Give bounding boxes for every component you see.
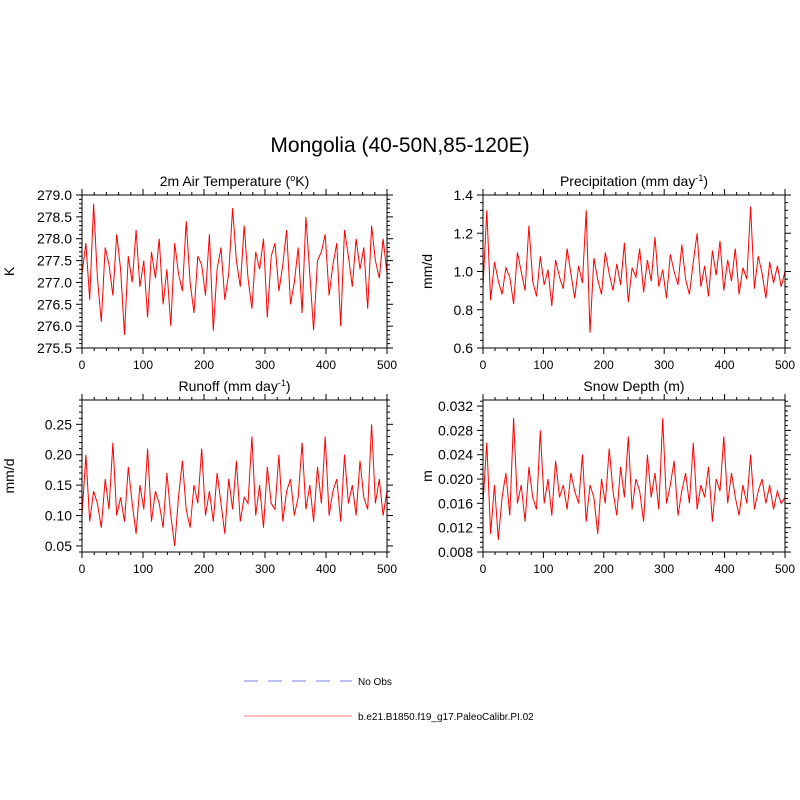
y-tick-label: 279.0: [37, 187, 72, 203]
chart-panels: 0 100 200 300 400 500 275.5 276.0 276.5 277.0 277.…: [1, 173, 795, 576]
title-text: Snow Depth (m): [583, 378, 684, 394]
x-tick-label: 0: [79, 358, 86, 372]
title-text-end: ): [286, 378, 291, 394]
title-superscript: o: [290, 173, 295, 183]
x-tick-label: 300: [255, 358, 275, 372]
y-tick-label: 0.032: [438, 398, 473, 414]
y-tick-label: 1.0: [454, 264, 474, 280]
y-axis-label: mm/d: [419, 254, 435, 289]
x-tick-label: 300: [654, 562, 674, 576]
x-tick-label: 400: [316, 358, 336, 372]
x-tick-label: 500: [377, 562, 397, 576]
subplot-title: 2m Air Temperature (oK): [160, 173, 309, 189]
legend-label: b.e21.B1850.f19_g17.PaleoCalibr.PI.02: [358, 712, 534, 723]
title-superscript: -1: [278, 378, 286, 388]
x-tick-label: 300: [255, 562, 275, 576]
data-series-line: [482, 418, 786, 540]
legend: No Obs b.e21.B1850.f19_g17.PaleoCalibr.PI…: [244, 677, 534, 723]
y-axis-label: m: [419, 470, 435, 482]
y-tick-label: 0.028: [438, 422, 473, 438]
title-text: 2m Air Temperature (: [160, 173, 291, 189]
y-tick-label: 0.016: [438, 495, 473, 511]
x-tick-label: 100: [133, 562, 153, 576]
y-tick-label: 0.20: [45, 447, 72, 463]
y-tick-label: 276.0: [37, 318, 72, 334]
data-series-line: [482, 206, 786, 333]
y-axis-label: K: [1, 266, 17, 276]
data-series-line: [81, 424, 388, 546]
x-tick-label: 300: [654, 358, 674, 372]
y-tick-label: 0.024: [438, 447, 473, 463]
subplot-title: Precipitation (mm day-1): [560, 173, 708, 189]
y-tick-label: 0.25: [45, 416, 72, 432]
y-tick-label: 278.5: [37, 209, 72, 225]
title-text-end: K): [295, 173, 309, 189]
x-tick-label: 500: [775, 562, 795, 576]
x-tick-label: 100: [533, 562, 553, 576]
y-tick-label: 0.8: [454, 302, 474, 318]
x-tick-label: 400: [715, 358, 735, 372]
y-tick-label: 275.5: [37, 340, 72, 356]
y-tick-label: 0.008: [438, 544, 473, 560]
x-tick-label: 400: [715, 562, 735, 576]
title-text-end: ): [703, 173, 708, 189]
y-axis-label: mm/d: [1, 459, 17, 494]
plot-frame: [81, 399, 388, 553]
y-tick-label: 277.5: [37, 253, 72, 269]
y-tick-label: 0.10: [45, 508, 72, 524]
legend-label: No Obs: [358, 677, 392, 688]
x-tick-label: 0: [480, 562, 487, 576]
x-tick-label: 0: [79, 562, 86, 576]
subplot-title: Runoff (mm day-1): [178, 378, 290, 394]
y-tick-label: 276.5: [37, 296, 72, 312]
y-tick-label: 0.020: [438, 471, 473, 487]
y-tick-label: 0.012: [438, 520, 473, 536]
legend-item: No Obs: [244, 677, 392, 688]
plot-frame: [81, 194, 388, 349]
y-tick-label: 0.05: [45, 538, 72, 554]
y-tick-label: 1.2: [454, 225, 474, 241]
x-tick-label: 100: [533, 358, 553, 372]
subplot-title: Snow Depth (m): [583, 378, 684, 394]
x-tick-label: 400: [316, 562, 336, 576]
chart-panel-2: 0 100 200 300 400 500 0.6 0.8 1.0 1.2 1.4 Precipita…: [419, 173, 795, 372]
chart-panel-3: 0 100 200 300 400 500 0.05 0.10 0.15 0.20 0.25 Runo…: [1, 378, 397, 576]
x-tick-label: 200: [594, 358, 614, 372]
data-series-line: [81, 203, 388, 335]
y-tick-label: 0.6: [454, 340, 474, 356]
legend-item: b.e21.B1850.f19_g17.PaleoCalibr.PI.02: [244, 712, 534, 723]
x-tick-label: 100: [133, 358, 153, 372]
y-tick-label: 0.15: [45, 477, 72, 493]
title-text: Runoff (mm day: [178, 378, 277, 394]
title-text: Precipitation (mm day: [560, 173, 695, 189]
x-tick-label: 200: [194, 562, 214, 576]
y-tick-label: 278.0: [37, 231, 72, 247]
plot-frame: [482, 399, 786, 553]
x-tick-label: 500: [377, 358, 397, 372]
figure-title: Mongolia (40-50N,85-120E): [270, 134, 529, 157]
x-tick-label: 500: [775, 358, 795, 372]
x-tick-label: 200: [194, 358, 214, 372]
y-tick-label: 277.0: [37, 274, 72, 290]
chart-panel-4: 0 100 200 300 400 500 0.008 0.012 0.016 0.020 0.02…: [419, 378, 795, 576]
chart-panel-1: 0 100 200 300 400 500 275.5 276.0 276.5 277.0 277.…: [1, 173, 397, 372]
y-tick-label: 1.4: [454, 187, 474, 203]
title-superscript: -1: [695, 173, 703, 183]
x-tick-label: 0: [480, 358, 487, 372]
x-tick-label: 200: [594, 562, 614, 576]
